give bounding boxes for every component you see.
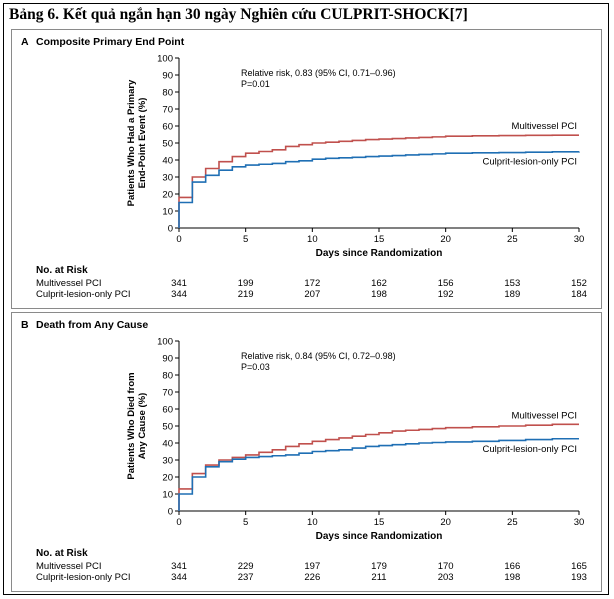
b-panel-title: Death from Any Cause [36, 319, 148, 331]
a-risk-cell: 152 [571, 278, 587, 289]
b-annotation: Relative risk, 0.84 (95% CI, 0.72–0.98) [241, 351, 396, 361]
a-risk-cell: 162 [371, 278, 387, 289]
a-x-axis-label: Days since Randomization [316, 248, 443, 259]
a-risk-cell: 189 [504, 289, 520, 300]
a-ytick-label: 0 [168, 224, 173, 235]
a-xtick-label: 25 [507, 234, 518, 245]
b-risk-cell: 341 [171, 561, 187, 572]
a-ytick-label: 50 [162, 139, 173, 150]
a-ytick-label: 80 [162, 88, 173, 99]
a-risk-row-label: Multivessel PCI [36, 278, 101, 289]
b-xtick-label: 0 [176, 517, 181, 528]
a-xtick-label: 5 [243, 234, 248, 245]
b-series-label: Culprit-lesion-only PCI [482, 444, 577, 455]
chart-panel-a: A Composite Primary End Point010203040506… [21, 36, 587, 300]
b-risk-cell: 203 [438, 572, 454, 583]
b-xtick-label: 25 [507, 517, 518, 528]
b-ytick-label: 60 [162, 405, 173, 416]
b-risk-cell: 211 [371, 572, 386, 583]
a-risk-row-label: Culprit-lesion-only PCI [36, 289, 131, 300]
b-risk-cell: 165 [571, 561, 587, 572]
a-risk-cell: 199 [238, 278, 254, 289]
b-y-axis-label: Any Cause (%) [137, 393, 148, 460]
a-y-axis-label: Patients Who Had a Primary [126, 79, 137, 206]
b-ytick-label: 30 [162, 456, 173, 467]
a-annotation: P=0.01 [241, 79, 270, 89]
a-ytick-label: 40 [162, 156, 173, 167]
b-risk-cell: 226 [304, 572, 320, 583]
a-risk-cell: 219 [238, 289, 254, 300]
b-risk-cell: 193 [571, 572, 587, 583]
b-risk-cell: 170 [438, 561, 454, 572]
a-ytick-label: 70 [162, 105, 173, 116]
a-risk-cell: 156 [438, 278, 454, 289]
a-risk-cell: 198 [371, 289, 387, 300]
a-xtick-label: 15 [374, 234, 385, 245]
a-xtick-label: 20 [440, 234, 451, 245]
a-ytick-label: 100 [157, 54, 173, 65]
b-risk-cell: 237 [238, 572, 254, 583]
b-risk-row-label: Multivessel PCI [36, 561, 101, 572]
a-series-label: Culprit-lesion-only PCI [482, 157, 577, 168]
a-xtick-label: 30 [574, 234, 585, 245]
a-risk-cell: 344 [171, 289, 187, 300]
a-series-culprit-line [178, 151, 580, 228]
panel-a: A Composite Primary End Point 0 10 20 30 40 50 6… [11, 29, 602, 309]
b-risk-table-title: No. at Risk [36, 548, 88, 559]
b-series-culprit-line [178, 437, 579, 511]
a-risk-cell: 184 [571, 289, 587, 300]
b-risk-cell: 197 [304, 561, 320, 572]
b-risk-row-label: Culprit-lesion-only PCI [36, 572, 131, 583]
b-ytick-label: 90 [162, 354, 173, 365]
a-xtick-label: 10 [307, 234, 318, 245]
b-risk-cell: 198 [504, 572, 520, 583]
a-panel-letter: A [21, 36, 29, 48]
b-xtick-label: 15 [374, 517, 385, 528]
b-ytick-label: 20 [162, 473, 173, 484]
b-ytick-label: 50 [162, 422, 173, 433]
a-ytick-label: 20 [162, 190, 173, 201]
b-x-axis-label: Days since Randomization [316, 531, 443, 542]
a-risk-cell: 192 [438, 289, 454, 300]
b-risk-cell: 229 [238, 561, 254, 572]
b-panel-letter: B [21, 319, 29, 331]
a-risk-cell: 207 [304, 289, 320, 300]
panel-b: B Death from Any Cause 0 10 20 30 40 50 60 70 80 90… [11, 312, 602, 592]
a-xtick-label: 0 [176, 234, 181, 245]
a-series-label: Multivessel PCI [512, 121, 577, 132]
a-annotation: Relative risk, 0.83 (95% CI, 0.71–0.96) [241, 68, 396, 78]
b-ytick-label: 40 [162, 439, 173, 450]
b-ytick-label: 70 [162, 388, 173, 399]
chart-panel-b: B Death from Any Cause0102030405060708090… [21, 319, 587, 583]
b-ytick-label: 10 [162, 490, 173, 501]
b-risk-cell: 179 [371, 561, 387, 572]
b-series-label: Multivessel PCI [512, 410, 577, 421]
a-panel-title: Composite Primary End Point [36, 36, 185, 48]
b-xtick-label: 5 [243, 517, 248, 528]
b-xtick-label: 30 [574, 517, 585, 528]
b-risk-cell: 166 [504, 561, 520, 572]
b-xtick-label: 20 [440, 517, 451, 528]
a-risk-cell: 153 [504, 278, 520, 289]
a-ytick-label: 60 [162, 122, 173, 133]
b-y-axis-label: Patients Who Died from [126, 372, 137, 479]
a-series-multivessel-line [178, 134, 579, 228]
a-ytick-label: 30 [162, 173, 173, 184]
a-risk-table-title: No. at Risk [36, 265, 88, 276]
b-ytick-label: 0 [168, 507, 173, 518]
b-risk-cell: 344 [171, 572, 187, 583]
a-risk-cell: 341 [171, 278, 187, 289]
a-ytick-label: 10 [162, 207, 173, 218]
b-annotation: P=0.03 [241, 362, 270, 372]
b-ytick-label: 100 [157, 337, 173, 348]
page-title: Bảng 6. Kết quả ngắn hạn 30 ngày Nghiên … [9, 6, 468, 23]
b-xtick-label: 10 [307, 517, 318, 528]
a-y-axis-label: End-Point Event (%) [137, 98, 148, 189]
b-ytick-label: 80 [162, 371, 173, 382]
table-frame [3, 3, 609, 595]
b-series-multivessel-line [178, 423, 579, 511]
a-risk-cell: 172 [304, 278, 320, 289]
a-ytick-label: 90 [162, 71, 173, 82]
